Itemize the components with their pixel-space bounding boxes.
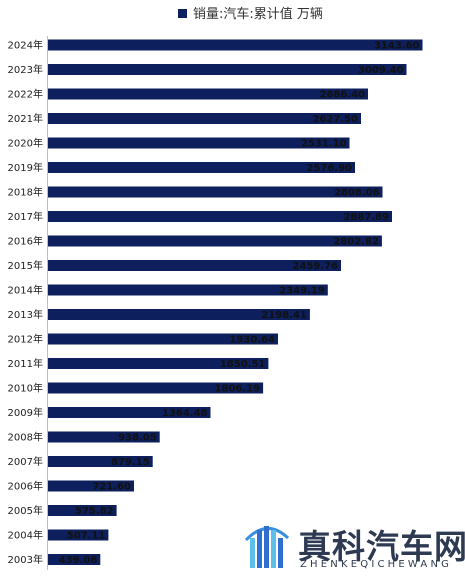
category-label: 2017年 [8, 210, 43, 223]
watermark-brand-en: ZHENKEQICHEWANG [300, 559, 453, 570]
value-label: 879.15 [111, 457, 150, 468]
value-label: 2349.19 [279, 286, 325, 297]
category-label: 2019年 [8, 161, 43, 174]
value-label: 3009.40 [358, 65, 404, 76]
value-label: 3143.60 [374, 41, 420, 52]
bar [48, 554, 101, 565]
bar [48, 358, 269, 369]
value-label: 938.05 [118, 433, 157, 444]
value-label: 2627.50 [312, 114, 358, 125]
bar [48, 456, 153, 467]
logo-mark-icon [244, 526, 290, 568]
category-label: 2012年 [8, 333, 43, 346]
category-label: 2021年 [8, 112, 43, 125]
bar [48, 260, 341, 271]
value-label: 2887.89 [343, 212, 389, 223]
category-label: 2006年 [8, 480, 43, 493]
category-label: 2018年 [8, 186, 43, 199]
value-label: 721.60 [92, 482, 131, 493]
value-label: 2802.82 [333, 237, 379, 248]
value-label: 439.08 [59, 555, 98, 566]
value-label: 1930.64 [229, 335, 275, 346]
value-label: 2531.10 [301, 139, 347, 150]
value-label: 575.82 [75, 506, 114, 517]
bar [48, 235, 382, 247]
category-label: 2023年 [8, 63, 43, 76]
legend-swatch [178, 9, 187, 18]
value-label: 1364.48 [162, 408, 208, 419]
bar [48, 162, 355, 173]
bar [48, 113, 361, 124]
category-label: 2005年 [8, 504, 43, 517]
bar [48, 529, 109, 541]
category-label: 2013年 [8, 308, 43, 321]
bar [48, 431, 160, 443]
bar [48, 382, 264, 394]
category-label: 2008年 [8, 431, 43, 444]
category-label: 2003年 [8, 553, 43, 566]
category-label: 2004年 [8, 529, 43, 542]
legend-label: 销量:汽车:累计值 万辆 [193, 6, 323, 22]
bar [48, 211, 392, 222]
legend: 销量:汽车:累计值 万辆 [178, 6, 323, 22]
watermark-brand-cn: 真科汽车网 [298, 527, 465, 566]
bars: 2024年 3143.60 2023年 3009.40 2022年 2686.40 2021… [8, 39, 423, 566]
bar [48, 333, 278, 345]
category-label: 2011年 [8, 357, 43, 370]
bar [48, 505, 117, 516]
value-label: 2686.40 [319, 90, 365, 101]
bar [48, 309, 310, 320]
category-label: 2007年 [8, 455, 43, 468]
category-label: 2015年 [8, 259, 43, 272]
value-label: 507.11 [67, 531, 106, 542]
category-label: 2020年 [8, 137, 43, 150]
bar [48, 88, 368, 100]
value-label: 1806.19 [215, 384, 261, 395]
category-label: 2022年 [8, 88, 43, 101]
bar [48, 64, 407, 75]
value-label: 2576.90 [306, 163, 352, 174]
bar [48, 480, 134, 492]
bar [48, 137, 350, 149]
value-label: 2459.76 [292, 261, 338, 272]
bar [48, 186, 383, 198]
bar [48, 284, 328, 296]
category-label: 2010年 [8, 382, 43, 395]
watermark-logo: 真科汽车网 ZHENKEQICHEWANG [240, 516, 465, 574]
category-label: 2024年 [8, 39, 43, 52]
value-label: 1850.51 [220, 359, 266, 370]
bar [48, 39, 423, 51]
value-label: 2808.06 [334, 188, 380, 199]
value-label: 2198.41 [261, 310, 307, 321]
category-label: 2014年 [8, 284, 43, 297]
category-label: 2016年 [8, 235, 43, 248]
category-label: 2009年 [8, 406, 43, 419]
bar [48, 407, 211, 418]
